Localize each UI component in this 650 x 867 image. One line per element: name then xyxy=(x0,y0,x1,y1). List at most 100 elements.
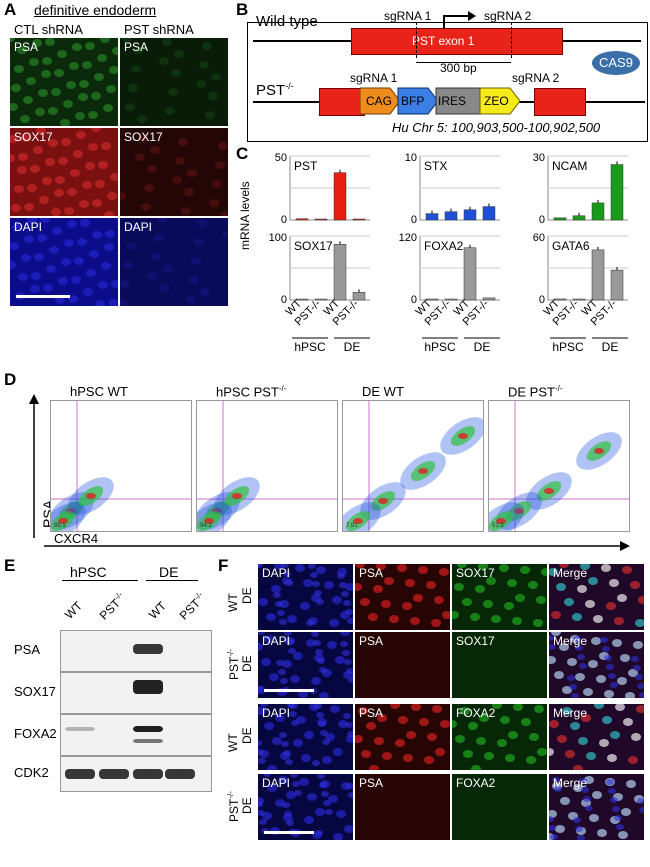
density-core xyxy=(594,448,604,454)
flow-plot-0: 95.1 xyxy=(50,400,192,532)
panel-e-letter: E xyxy=(4,556,16,575)
ko-exon-left xyxy=(319,88,365,116)
density-core xyxy=(232,493,242,499)
bar xyxy=(610,164,624,221)
panel-f-label-3-1: PSA xyxy=(359,776,384,790)
group-label-de: DE xyxy=(344,340,361,354)
panel-f-row-label-1: PST-/- xyxy=(226,649,241,680)
y-tick-label: 10 xyxy=(405,152,417,164)
quadrant-value: 7.91 xyxy=(346,523,358,529)
panel-f-cell-2-2: FOXA2 xyxy=(452,704,547,770)
panel-e-group-hpsc: hPSC xyxy=(70,564,107,580)
panel-d-letter: D xyxy=(4,370,17,389)
cas9-label: CAS9 xyxy=(599,55,633,70)
cassette-zeo: ZEO xyxy=(484,94,509,108)
flow-title-0: hPSC WT xyxy=(70,384,128,399)
panel-e-blot-3 xyxy=(60,756,212,792)
sgrna2-label: sgRNA 2 xyxy=(484,9,532,23)
bar xyxy=(352,292,366,301)
panel-f-cell-2-3: Merge xyxy=(549,704,644,770)
density-core xyxy=(544,488,554,494)
panel-f-label-1-3: Merge xyxy=(553,634,588,648)
panel-f-label-2-1: PSA xyxy=(359,706,384,720)
bar xyxy=(591,249,605,301)
panel-e-row-label-3: CDK2 xyxy=(14,765,49,780)
flow-title-2: DE WT xyxy=(362,384,404,399)
cassette-bfp: BFP xyxy=(401,94,425,108)
blot-band xyxy=(65,769,95,779)
group-label-hpsc: hPSC xyxy=(552,340,584,354)
bar xyxy=(333,244,347,301)
panel-a-cell-1-1: SOX17 xyxy=(120,128,228,216)
panel-f-cell-3-2: FOXA2 xyxy=(452,774,547,840)
panel-a-cell-2-0: DAPI xyxy=(10,218,118,306)
panel-e-row-label-2: FOXA2 xyxy=(14,726,57,741)
y-tick-label: 0 xyxy=(411,294,417,306)
chart-title: PST xyxy=(294,159,318,173)
ko-sgrna1-label: sgRNA 1 xyxy=(350,71,398,85)
group-label-de: DE xyxy=(602,340,619,354)
panel-f-row-label-0: WT xyxy=(226,593,240,612)
panel-f-scale-bar-2 xyxy=(264,831,314,834)
panel-a-col2: PST shRNA xyxy=(124,22,194,37)
density-core xyxy=(204,518,214,524)
panel-b-box xyxy=(247,22,648,142)
panel-f-row-sub-3: DE xyxy=(240,797,254,814)
density-core xyxy=(58,518,68,524)
chart-title: NCAM xyxy=(552,159,587,173)
blot-band xyxy=(133,769,163,779)
panel-a-label-2-1: DAPI xyxy=(124,220,153,234)
y-tick-label: 0 xyxy=(539,294,545,306)
blot-band xyxy=(65,727,95,731)
panel-e-de-line xyxy=(146,580,198,581)
bar xyxy=(333,172,347,221)
panel-f-label-2-3: Merge xyxy=(553,706,588,720)
panel-f-label-2-2: FOXA2 xyxy=(456,706,496,720)
bar xyxy=(425,213,439,221)
pst-exon1-label: PST exon 1 xyxy=(412,34,475,48)
bar xyxy=(553,217,567,221)
wt-label: Wild type xyxy=(256,13,318,30)
group-label-de: DE xyxy=(474,340,491,354)
panel-f-cell-3-0: DAPI xyxy=(258,774,353,840)
bar xyxy=(295,218,309,221)
chr-coords: Hu Chr 5: 100,903,500-100,902,500 xyxy=(392,120,601,135)
panel-d-axes-arrows xyxy=(29,394,630,551)
panel-d-xlabel: CXCR4 xyxy=(54,531,99,546)
panel-e-row-label-1: SOX17 xyxy=(14,684,56,699)
bar xyxy=(591,202,605,221)
panel-f-cell-1-1: PSA xyxy=(355,632,450,698)
density-core xyxy=(458,433,468,439)
density-core xyxy=(514,508,524,514)
panel-f-label-1-0: DAPI xyxy=(262,634,291,648)
panel-f-label-0-0: DAPI xyxy=(262,566,291,580)
sgrna1-label: sgRNA 1 xyxy=(384,9,432,23)
cassette-ires: IRES xyxy=(438,94,467,108)
panel-e-blot-0 xyxy=(60,630,212,672)
panel-c-bar-charts: 500PST100STX300NCAM1000SOX17WTPST-/-WTPS… xyxy=(269,152,628,354)
y-tick-label: 0 xyxy=(281,214,287,226)
panel-a-letter: A xyxy=(4,0,17,19)
pst-exon1-box xyxy=(351,28,563,55)
panel-e-lane-3: PST-/- xyxy=(176,590,205,623)
density-core xyxy=(86,493,96,499)
panel-e-blot-2 xyxy=(60,714,212,756)
wt-line-left xyxy=(253,40,351,42)
panel-f-scale-bar-1 xyxy=(264,689,314,692)
chart-title: SOX17 xyxy=(294,239,333,253)
bp-scale-line xyxy=(416,62,511,63)
density-core xyxy=(353,518,363,524)
panel-a-scale-bar xyxy=(16,295,70,298)
ko-exon-right xyxy=(534,88,586,116)
panel-f-row-sub-1: DE xyxy=(240,655,254,672)
panel-f-cell-0-2: SOX17 xyxy=(452,564,547,630)
y-tick-label: 100 xyxy=(269,232,287,244)
bar xyxy=(553,298,567,301)
group-label-hpsc: hPSC xyxy=(294,340,326,354)
bar xyxy=(482,206,496,221)
panel-f-cell-3-1: PSA xyxy=(355,774,450,840)
panel-f-cell-1-2: SOX17 xyxy=(452,632,547,698)
bar xyxy=(610,269,624,301)
bar xyxy=(314,218,328,221)
